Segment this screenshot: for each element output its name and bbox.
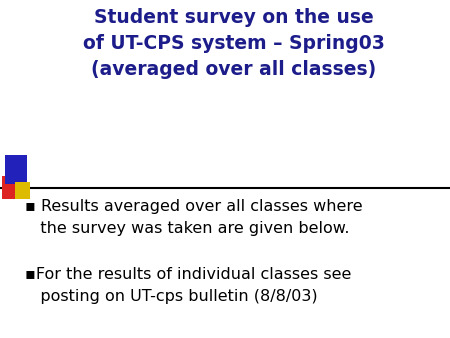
Text: Student survey on the use
of UT-CPS system – Spring03
(averaged over all classes: Student survey on the use of UT-CPS syst… <box>83 8 385 79</box>
Bar <box>15 182 30 199</box>
Bar <box>4 155 27 184</box>
Bar <box>2 176 21 199</box>
Text: ▪For the results of individual classes see
   posting on UT-cps bulletin (8/8/03: ▪For the results of individual classes s… <box>25 267 351 304</box>
Text: ▪ Results averaged over all classes where
   the survey was taken are given belo: ▪ Results averaged over all classes wher… <box>25 199 362 236</box>
